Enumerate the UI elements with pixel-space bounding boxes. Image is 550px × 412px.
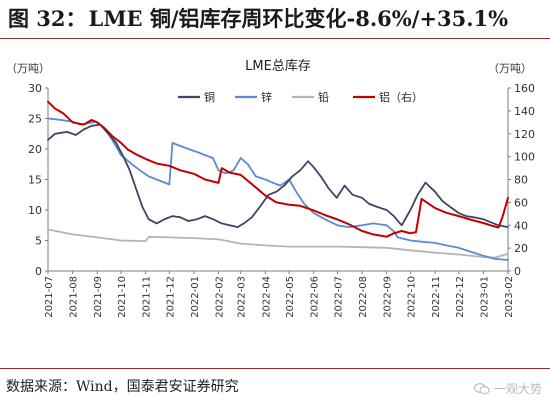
series-line	[47, 228, 509, 259]
y-left-tick-label: 30	[28, 82, 42, 95]
y-right-tick-label: 40	[514, 219, 528, 232]
x-tick-label: 2022-04	[261, 276, 272, 318]
y-right-tick-label: 80	[514, 174, 528, 187]
y-left-tick-label: 0	[35, 265, 42, 278]
x-tick-label: 2022-07	[333, 276, 344, 318]
x-tick-label: 2021-08	[69, 276, 80, 318]
y-left-tick-label: 5	[35, 235, 42, 248]
legend-label: 铅	[318, 90, 329, 104]
wechat-icon	[473, 382, 490, 394]
figure-title: 图 32：LME 铜/铝库存周环比变化-8.6%/+35.1%	[8, 2, 542, 36]
figure-number: 图 32：	[8, 6, 87, 31]
y-right-tick-label: 100	[514, 151, 535, 164]
x-tick-label: 2023-01	[479, 276, 490, 318]
x-tick-label: 2021-09	[93, 276, 104, 318]
x-tick-label: 2021-11	[142, 276, 153, 318]
x-tick-label: 2022-06	[310, 276, 321, 318]
y-right-tick-label: 160	[514, 82, 535, 95]
watermark: 一观大势	[473, 380, 542, 397]
x-tick-label: 2022-03	[237, 276, 248, 318]
y-right-tick-label: 60	[514, 196, 528, 209]
x-tick-label: 2022-12	[455, 276, 466, 318]
y-right-tick-label: 140	[514, 105, 535, 118]
y-right-tick-label: 0	[514, 265, 521, 278]
bottom-rule	[0, 368, 550, 369]
y-right-unit: （万吨）	[488, 62, 532, 75]
y-left-unit: （万吨）	[6, 62, 50, 75]
x-tick-label: 2022-05	[285, 276, 296, 318]
x-tick-label: 2022-10	[406, 276, 417, 318]
y-left-tick-label: 20	[28, 143, 42, 156]
legend-label: 锌	[261, 90, 272, 104]
y-left-tick-label: 25	[28, 113, 42, 126]
chart-title: LME总库存	[245, 58, 311, 74]
figure-title-text: LME 铜/铝库存周环比变化-8.6%/+35.1%	[88, 6, 509, 31]
x-tick-label: 2021-12	[165, 276, 176, 318]
x-tick-label: 2022-01	[190, 276, 201, 318]
x-tick-label: 2022-11	[431, 276, 442, 318]
top-rule	[0, 38, 550, 39]
legend-label: 铜	[204, 90, 215, 104]
source-note: 数据来源：Wind，国泰君安证券研究	[6, 379, 239, 395]
legend-label: 铝（右）	[379, 90, 423, 104]
watermark-text: 一观大势	[493, 382, 542, 396]
y-left-tick-label: 10	[28, 204, 42, 217]
chart-canvas: LME总库存 （万吨） （万吨） 0 5 10 15 20 25 30 0 20 40 60 80 100 12…	[6, 58, 535, 318]
x-tick-label: 2021-07	[44, 276, 55, 318]
y-left-tick-label: 15	[28, 174, 42, 187]
x-tick-label: 2022-09	[383, 276, 394, 318]
series-line	[47, 123, 509, 229]
x-tick-label: 2022-02	[215, 276, 226, 318]
x-tick-label: 2023-02	[504, 276, 515, 318]
series-line	[47, 100, 509, 238]
x-tick-label: 2022-08	[358, 276, 369, 318]
x-tick-label: 2021-10	[117, 276, 128, 318]
y-right-tick-label: 20	[514, 242, 528, 255]
y-right-tick-label: 120	[514, 128, 535, 141]
